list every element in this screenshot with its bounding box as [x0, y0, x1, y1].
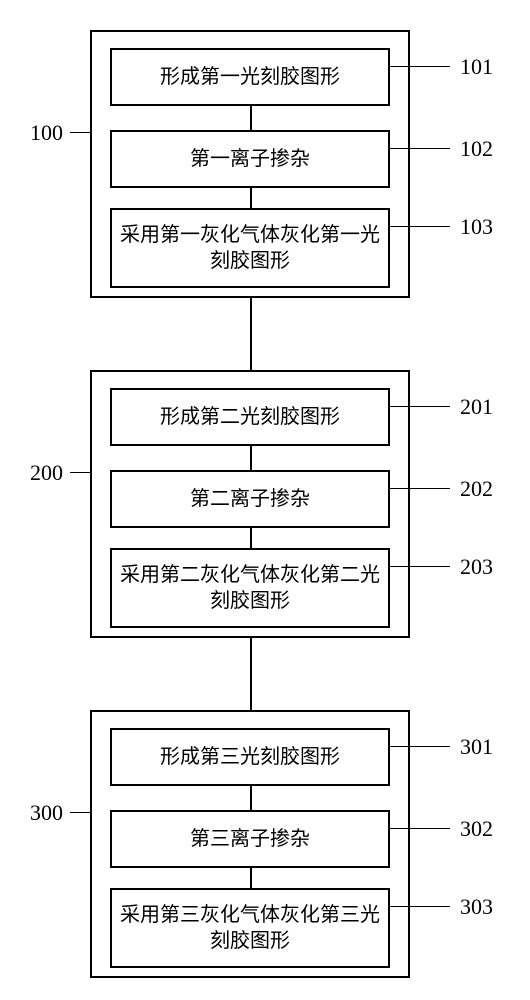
step-text-103: 采用第一灰化气体灰化第一光刻胶图形	[120, 222, 380, 274]
step-box-301: 形成第三光刻胶图形	[110, 728, 390, 786]
step-label-103: 103	[460, 214, 493, 240]
step-label-302: 302	[460, 816, 493, 842]
step-connector-202-203	[250, 528, 252, 548]
group-leader-300	[70, 812, 90, 813]
step-label-101: 101	[460, 54, 493, 80]
step-label-301: 301	[460, 734, 493, 760]
step-text-203: 采用第二灰化气体灰化第二光刻胶图形	[120, 562, 380, 614]
step-leader-102	[390, 148, 450, 149]
step-leader-301	[390, 746, 450, 747]
step-leader-302	[390, 828, 450, 829]
step-box-302: 第三离子掺杂	[110, 810, 390, 868]
step-text-302: 第三离子掺杂	[190, 826, 310, 852]
step-text-201: 形成第二光刻胶图形	[160, 404, 340, 430]
step-text-301: 形成第三光刻胶图形	[160, 744, 340, 770]
step-connector-302-303	[250, 868, 252, 888]
group-connector-1	[250, 638, 252, 710]
step-box-102: 第一离子掺杂	[110, 130, 390, 188]
step-box-201: 形成第二光刻胶图形	[110, 388, 390, 446]
flowchart-canvas: 100 形成第一光刻胶图形 101 第一离子掺杂 102 采用第一灰化气体灰化第一光刻胶图…	[0, 0, 530, 1000]
step-connector-301-302	[250, 786, 252, 810]
group-label-100: 100	[30, 120, 63, 146]
group-leader-200	[70, 472, 90, 473]
step-connector-102-103	[250, 188, 252, 208]
step-text-102: 第一离子掺杂	[190, 146, 310, 172]
step-leader-101	[390, 66, 450, 67]
step-leader-203	[390, 566, 450, 567]
step-leader-103	[390, 226, 450, 227]
group-leader-100	[70, 132, 90, 133]
step-label-202: 202	[460, 476, 493, 502]
step-leader-303	[390, 906, 450, 907]
step-text-303: 采用第三灰化气体灰化第三光刻胶图形	[120, 902, 380, 954]
step-leader-202	[390, 488, 450, 489]
step-box-202: 第二离子掺杂	[110, 470, 390, 528]
step-label-203: 203	[460, 554, 493, 580]
step-text-202: 第二离子掺杂	[190, 486, 310, 512]
step-leader-201	[390, 406, 450, 407]
step-connector-101-102	[250, 106, 252, 130]
group-label-300: 300	[30, 800, 63, 826]
step-label-303: 303	[460, 894, 493, 920]
group-connector-0	[250, 298, 252, 370]
step-label-102: 102	[460, 136, 493, 162]
step-box-303: 采用第三灰化气体灰化第三光刻胶图形	[110, 888, 390, 968]
step-box-103: 采用第一灰化气体灰化第一光刻胶图形	[110, 208, 390, 288]
step-label-201: 201	[460, 394, 493, 420]
group-label-200: 200	[30, 460, 63, 486]
step-box-203: 采用第二灰化气体灰化第二光刻胶图形	[110, 548, 390, 628]
step-connector-201-202	[250, 446, 252, 470]
step-text-101: 形成第一光刻胶图形	[160, 64, 340, 90]
step-box-101: 形成第一光刻胶图形	[110, 48, 390, 106]
